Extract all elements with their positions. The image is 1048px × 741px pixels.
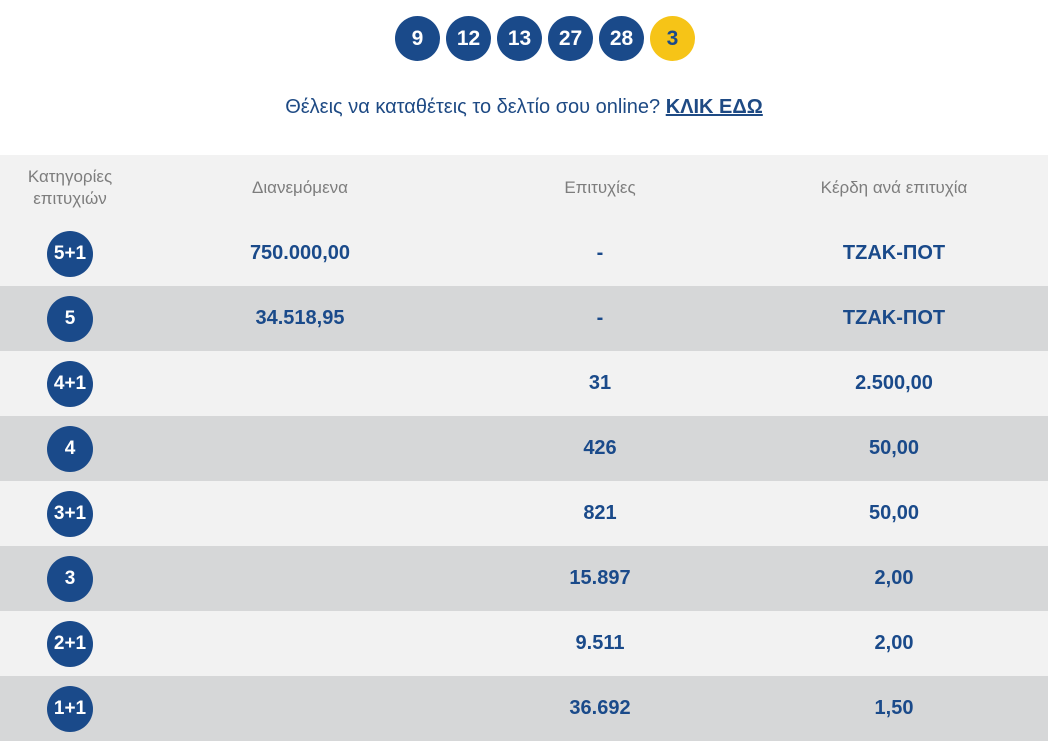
winners-cell: 426 [583, 437, 617, 459]
category-ball: 3+1 [47, 490, 93, 537]
header-winners: Επιτυχίες [564, 178, 636, 197]
prize-cell: 50,00 [868, 437, 920, 459]
table-row: 3+1 821 50,00 [0, 481, 1048, 546]
table-row: 5+1 750.000,00 - ΤΖΑΚ-ΠΟΤ [0, 221, 1048, 286]
number-ball: 28 [599, 16, 644, 61]
bonus-number-ball: 3 [650, 16, 695, 61]
prize-cell: 2,00 [874, 567, 914, 589]
click-here-link[interactable]: ΚΛΙΚ ΕΔΩ [665, 96, 763, 118]
distributed-cell: 750.000,00 [249, 242, 351, 264]
prize-cell: ΤΖΑΚ-ΠΟΤ [842, 307, 946, 329]
header-category: Κατηγορίες επιτυχιών [27, 167, 113, 208]
winners-cell: - [596, 307, 604, 329]
category-ball: 3 [47, 555, 93, 602]
table-row: 2+1 9.511 2,00 [0, 611, 1048, 676]
category-ball: 1+1 [47, 685, 93, 732]
category-ball: 4 [47, 425, 93, 472]
header-prize: Κέρδη ανά επιτυχία [820, 178, 968, 197]
category-ball: 4+1 [47, 360, 93, 407]
drawn-numbers: 9 12 13 27 28 3 [0, 16, 1048, 61]
winners-cell: 821 [583, 502, 617, 524]
number-ball: 12 [446, 16, 491, 61]
table-row: 1+1 36.692 1,50 [0, 676, 1048, 741]
winners-cell: 31 [588, 372, 612, 394]
winners-cell: 36.692 [569, 697, 631, 719]
category-ball: 2+1 [47, 620, 93, 667]
table-row: 5 34.518,95 - ΤΖΑΚ-ΠΟΤ [0, 286, 1048, 351]
category-ball: 5+1 [47, 230, 93, 277]
winners-cell: - [596, 242, 604, 264]
prize-cell: 2,00 [874, 632, 914, 654]
number-ball: 27 [548, 16, 593, 61]
online-promo: Θέλεις να καταθέτεις το δελτίο σου onlin… [0, 96, 1048, 119]
table-row: 4+1 31 2.500,00 [0, 351, 1048, 416]
prize-cell: 50,00 [868, 502, 920, 524]
prize-cell: 1,50 [874, 697, 914, 719]
table-row: 4 426 50,00 [0, 416, 1048, 481]
distributed-cell: 34.518,95 [255, 307, 345, 329]
number-ball: 9 [395, 16, 440, 61]
prize-cell: 2.500,00 [855, 372, 933, 394]
prize-table: Κατηγορίες επιτυχιών Διανεμόμενα Επιτυχί… [0, 155, 1048, 741]
promo-text: Θέλεις να καταθέτεις το δελτίο σου onlin… [285, 96, 666, 118]
prize-cell: ΤΖΑΚ-ΠΟΤ [842, 242, 946, 264]
winners-cell: 15.897 [569, 567, 631, 589]
number-ball: 13 [497, 16, 542, 61]
table-header: Κατηγορίες επιτυχιών Διανεμόμενα Επιτυχί… [0, 155, 1048, 221]
header-distributed: Διανεμόμενα [252, 178, 348, 197]
table-row: 3 15.897 2,00 [0, 546, 1048, 611]
category-ball: 5 [47, 295, 93, 342]
winners-cell: 9.511 [575, 632, 625, 654]
